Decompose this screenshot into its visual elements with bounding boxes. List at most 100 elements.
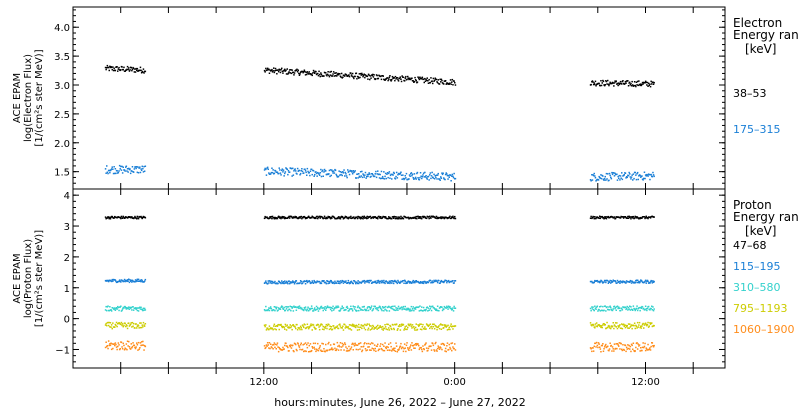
data-point: [430, 325, 433, 328]
data-point: [391, 328, 393, 331]
data-point: [326, 349, 329, 351]
data-point: [629, 323, 631, 325]
data-point: [344, 75, 346, 77]
data-point: [140, 69, 142, 72]
data-point: [336, 348, 338, 350]
data-point: [402, 174, 404, 176]
data-point: [121, 172, 124, 174]
data-point: [313, 71, 315, 73]
data-point: [629, 281, 631, 283]
data-point: [116, 66, 118, 68]
data-point: [651, 322, 653, 324]
data-point: [388, 310, 391, 312]
data-point: [336, 326, 338, 328]
data-point: [318, 280, 321, 283]
data-point: [266, 216, 268, 218]
data-point: [369, 349, 371, 351]
data-point: [605, 217, 608, 220]
data-point: [624, 344, 627, 347]
data-point: [140, 72, 143, 74]
data-point: [105, 341, 107, 343]
data-point: [415, 344, 417, 346]
data-point: [443, 344, 446, 346]
data-point: [418, 310, 421, 312]
data-point: [392, 216, 394, 218]
data-point: [359, 171, 362, 173]
data-point: [137, 280, 139, 282]
data-point: [122, 166, 124, 168]
data-point: [380, 343, 382, 345]
data-point: [112, 347, 114, 350]
data-point: [397, 349, 400, 351]
data-point: [443, 343, 445, 345]
data-point: [110, 168, 113, 170]
data-point: [386, 173, 388, 175]
data-point: [110, 66, 113, 69]
data-point: [276, 342, 279, 344]
data-point: [597, 346, 599, 349]
data-point: [279, 69, 281, 71]
data-point: [601, 215, 603, 218]
data-point: [419, 176, 421, 179]
data-point: [405, 281, 408, 283]
data-point: [592, 350, 595, 352]
data-point: [129, 348, 132, 350]
data-point: [345, 175, 348, 177]
data-point: [299, 172, 302, 175]
data-point: [329, 217, 331, 219]
data-point: [351, 75, 353, 77]
data-point: [340, 72, 343, 75]
data-point: [448, 83, 450, 85]
data-point: [417, 177, 419, 179]
data-point: [424, 344, 426, 346]
data-point: [140, 344, 142, 347]
data-point: [290, 344, 292, 346]
data-point: [401, 280, 403, 283]
data-point: [298, 307, 300, 310]
data-point: [650, 80, 652, 83]
data-point: [451, 342, 454, 344]
data-point: [382, 349, 384, 352]
data-point: [342, 325, 344, 327]
data-point: [634, 171, 636, 174]
data-point: [418, 325, 420, 327]
data-point: [337, 216, 340, 218]
data-point: [628, 327, 630, 329]
data-point: [361, 349, 364, 351]
data-point: [391, 78, 393, 81]
data-point: [438, 325, 440, 327]
data-point: [338, 280, 340, 283]
data-point: [380, 280, 382, 283]
data-point: [400, 215, 402, 218]
data-point: [304, 169, 307, 172]
data-point: [122, 342, 124, 345]
data-point: [424, 343, 427, 345]
data-point: [143, 72, 145, 74]
data-point: [434, 175, 436, 177]
data-point: [277, 307, 280, 309]
data-point: [325, 72, 327, 74]
data-point: [399, 172, 402, 175]
data-point: [401, 324, 403, 326]
data-point: [644, 217, 646, 220]
data-point: [140, 326, 143, 329]
data-point: [322, 175, 324, 177]
data-point: [374, 347, 376, 350]
data-point: [371, 74, 373, 77]
data-point: [408, 347, 411, 349]
data-point: [331, 281, 333, 283]
data-point: [430, 177, 432, 180]
data-point: [391, 178, 393, 180]
data-point: [627, 309, 629, 311]
data-point: [438, 327, 441, 330]
data-point: [628, 215, 630, 218]
data-point: [632, 173, 635, 175]
data-point: [416, 328, 419, 331]
data-point: [592, 347, 594, 349]
data-point: [443, 324, 446, 326]
data-point: [278, 280, 280, 283]
data-point: [356, 282, 359, 285]
data-point: [635, 174, 637, 176]
x-tick-label: 12:00: [631, 377, 660, 388]
data-point: [423, 328, 425, 330]
